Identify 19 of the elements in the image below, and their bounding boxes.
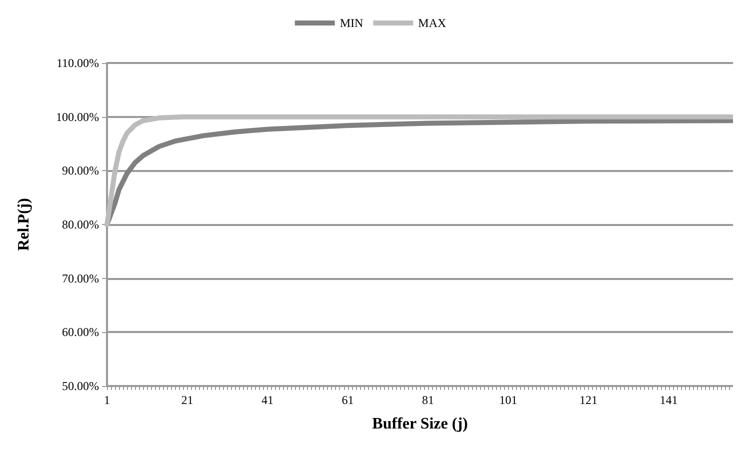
x-tick-label: 41 — [262, 393, 274, 407]
x-tick-label: 101 — [499, 393, 518, 407]
x-tick-label: 61 — [342, 393, 354, 407]
x-tick-label: 81 — [422, 393, 434, 407]
x-axis-title: Buffer Size (j) — [372, 416, 468, 432]
y-tick-label: 110.00% — [56, 56, 99, 70]
legend-label: MIN — [340, 16, 364, 30]
legend-label: MAX — [418, 16, 446, 30]
y-tick-label: 50.00% — [62, 379, 99, 393]
y-tick-label: 80.00% — [62, 218, 99, 232]
x-tick-label: 121 — [580, 393, 598, 407]
y-tick-label: 100.00% — [56, 110, 99, 124]
y-tick-label: 60.00% — [62, 325, 99, 340]
y-tick-label: 70.00% — [62, 271, 99, 286]
x-tick-label: 21 — [181, 393, 194, 407]
y-axis-title: Rel.P(j) — [16, 198, 32, 251]
x-tick-label: 141 — [660, 393, 678, 407]
x-tick-label: 1 — [104, 393, 110, 407]
y-tick-label: 90.00% — [62, 164, 99, 178]
